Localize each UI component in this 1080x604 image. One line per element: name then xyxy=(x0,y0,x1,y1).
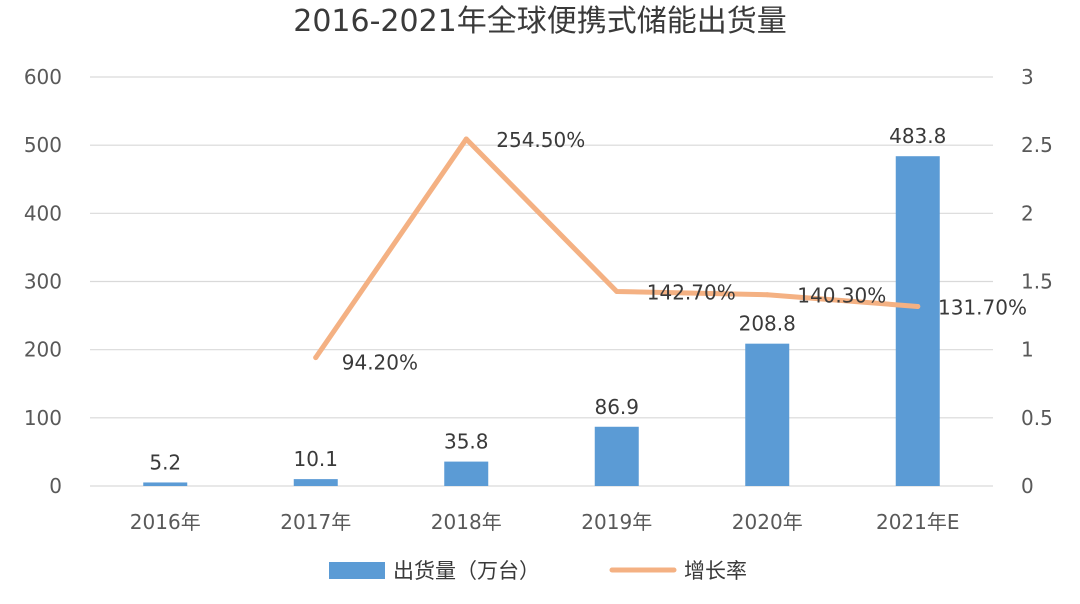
x-tick-label: 2019年 xyxy=(581,510,652,534)
chart-title: 2016-2021年全球便携式储能出货量 xyxy=(293,4,787,39)
bar-value-label: 86.9 xyxy=(594,395,639,419)
line-point xyxy=(614,288,620,294)
bar xyxy=(444,461,489,486)
y-right-tick-label: 2.5 xyxy=(1021,133,1053,157)
left-axis-ticks: 0 100 200 300 400 500 600 xyxy=(24,65,62,498)
legend-label-line: 增长率 xyxy=(684,559,747,583)
bar-value-label: 483.8 xyxy=(889,124,946,148)
line-point xyxy=(764,292,770,298)
line-value-label: 254.50% xyxy=(496,128,585,152)
line-series xyxy=(313,136,921,361)
growth-rate-line xyxy=(313,136,921,361)
y-right-tick-label: 1 xyxy=(1021,338,1034,362)
y-left-tick-label: 0 xyxy=(49,474,62,498)
bar-value-label: 10.1 xyxy=(293,447,338,471)
x-tick-label: 2021年E xyxy=(876,510,960,534)
bar-value-label: 5.2 xyxy=(149,450,181,474)
y-left-tick-label: 100 xyxy=(24,406,62,430)
y-left-tick-label: 500 xyxy=(24,133,62,157)
y-right-tick-label: 0 xyxy=(1021,474,1034,498)
x-axis-ticks: 2016年 2017年 2018年 2019年 2020年 2021年E xyxy=(130,510,960,534)
line-value-label: 142.70% xyxy=(647,280,736,304)
bar xyxy=(895,156,940,487)
legend-swatch-bar xyxy=(329,562,385,579)
x-tick-label: 2017年 xyxy=(280,510,351,534)
line-point xyxy=(915,303,921,309)
bar xyxy=(143,482,188,486)
bar-value-label: 208.8 xyxy=(739,312,796,336)
line-point xyxy=(463,136,469,142)
bar-data-labels: 5.2 10.1 35.8 86.9 208.8 483.8 xyxy=(149,124,946,474)
y-left-tick-label: 600 xyxy=(24,65,62,89)
y-right-tick-label: 0.5 xyxy=(1021,406,1053,430)
x-tick-label: 2016年 xyxy=(130,510,201,534)
line-point xyxy=(313,355,319,361)
legend: 出货量（万台） 增长率 xyxy=(329,559,747,583)
x-tick-label: 2020年 xyxy=(732,510,803,534)
y-right-tick-label: 3 xyxy=(1021,65,1034,89)
bar-series xyxy=(143,156,940,487)
y-right-tick-label: 2 xyxy=(1021,201,1034,225)
line-value-label: 131.70% xyxy=(938,295,1027,319)
y-left-tick-label: 200 xyxy=(24,338,62,362)
y-left-tick-label: 300 xyxy=(24,270,62,294)
bar xyxy=(594,426,639,486)
bar xyxy=(293,479,338,486)
y-left-tick-label: 400 xyxy=(24,201,62,225)
line-value-label: 140.30% xyxy=(797,284,886,308)
y-right-tick-label: 1.5 xyxy=(1021,270,1053,294)
line-data-labels: 94.20% 254.50% 142.70% 140.30% 131.70% xyxy=(342,128,1027,375)
legend-label-bar: 出货量（万台） xyxy=(393,559,540,583)
right-axis-ticks: 0 0.5 1 1.5 2 2.5 3 xyxy=(1021,65,1053,498)
bar xyxy=(745,343,790,486)
x-tick-label: 2018年 xyxy=(431,510,502,534)
bar-value-label: 35.8 xyxy=(444,430,489,454)
line-value-label: 94.20% xyxy=(342,351,418,375)
